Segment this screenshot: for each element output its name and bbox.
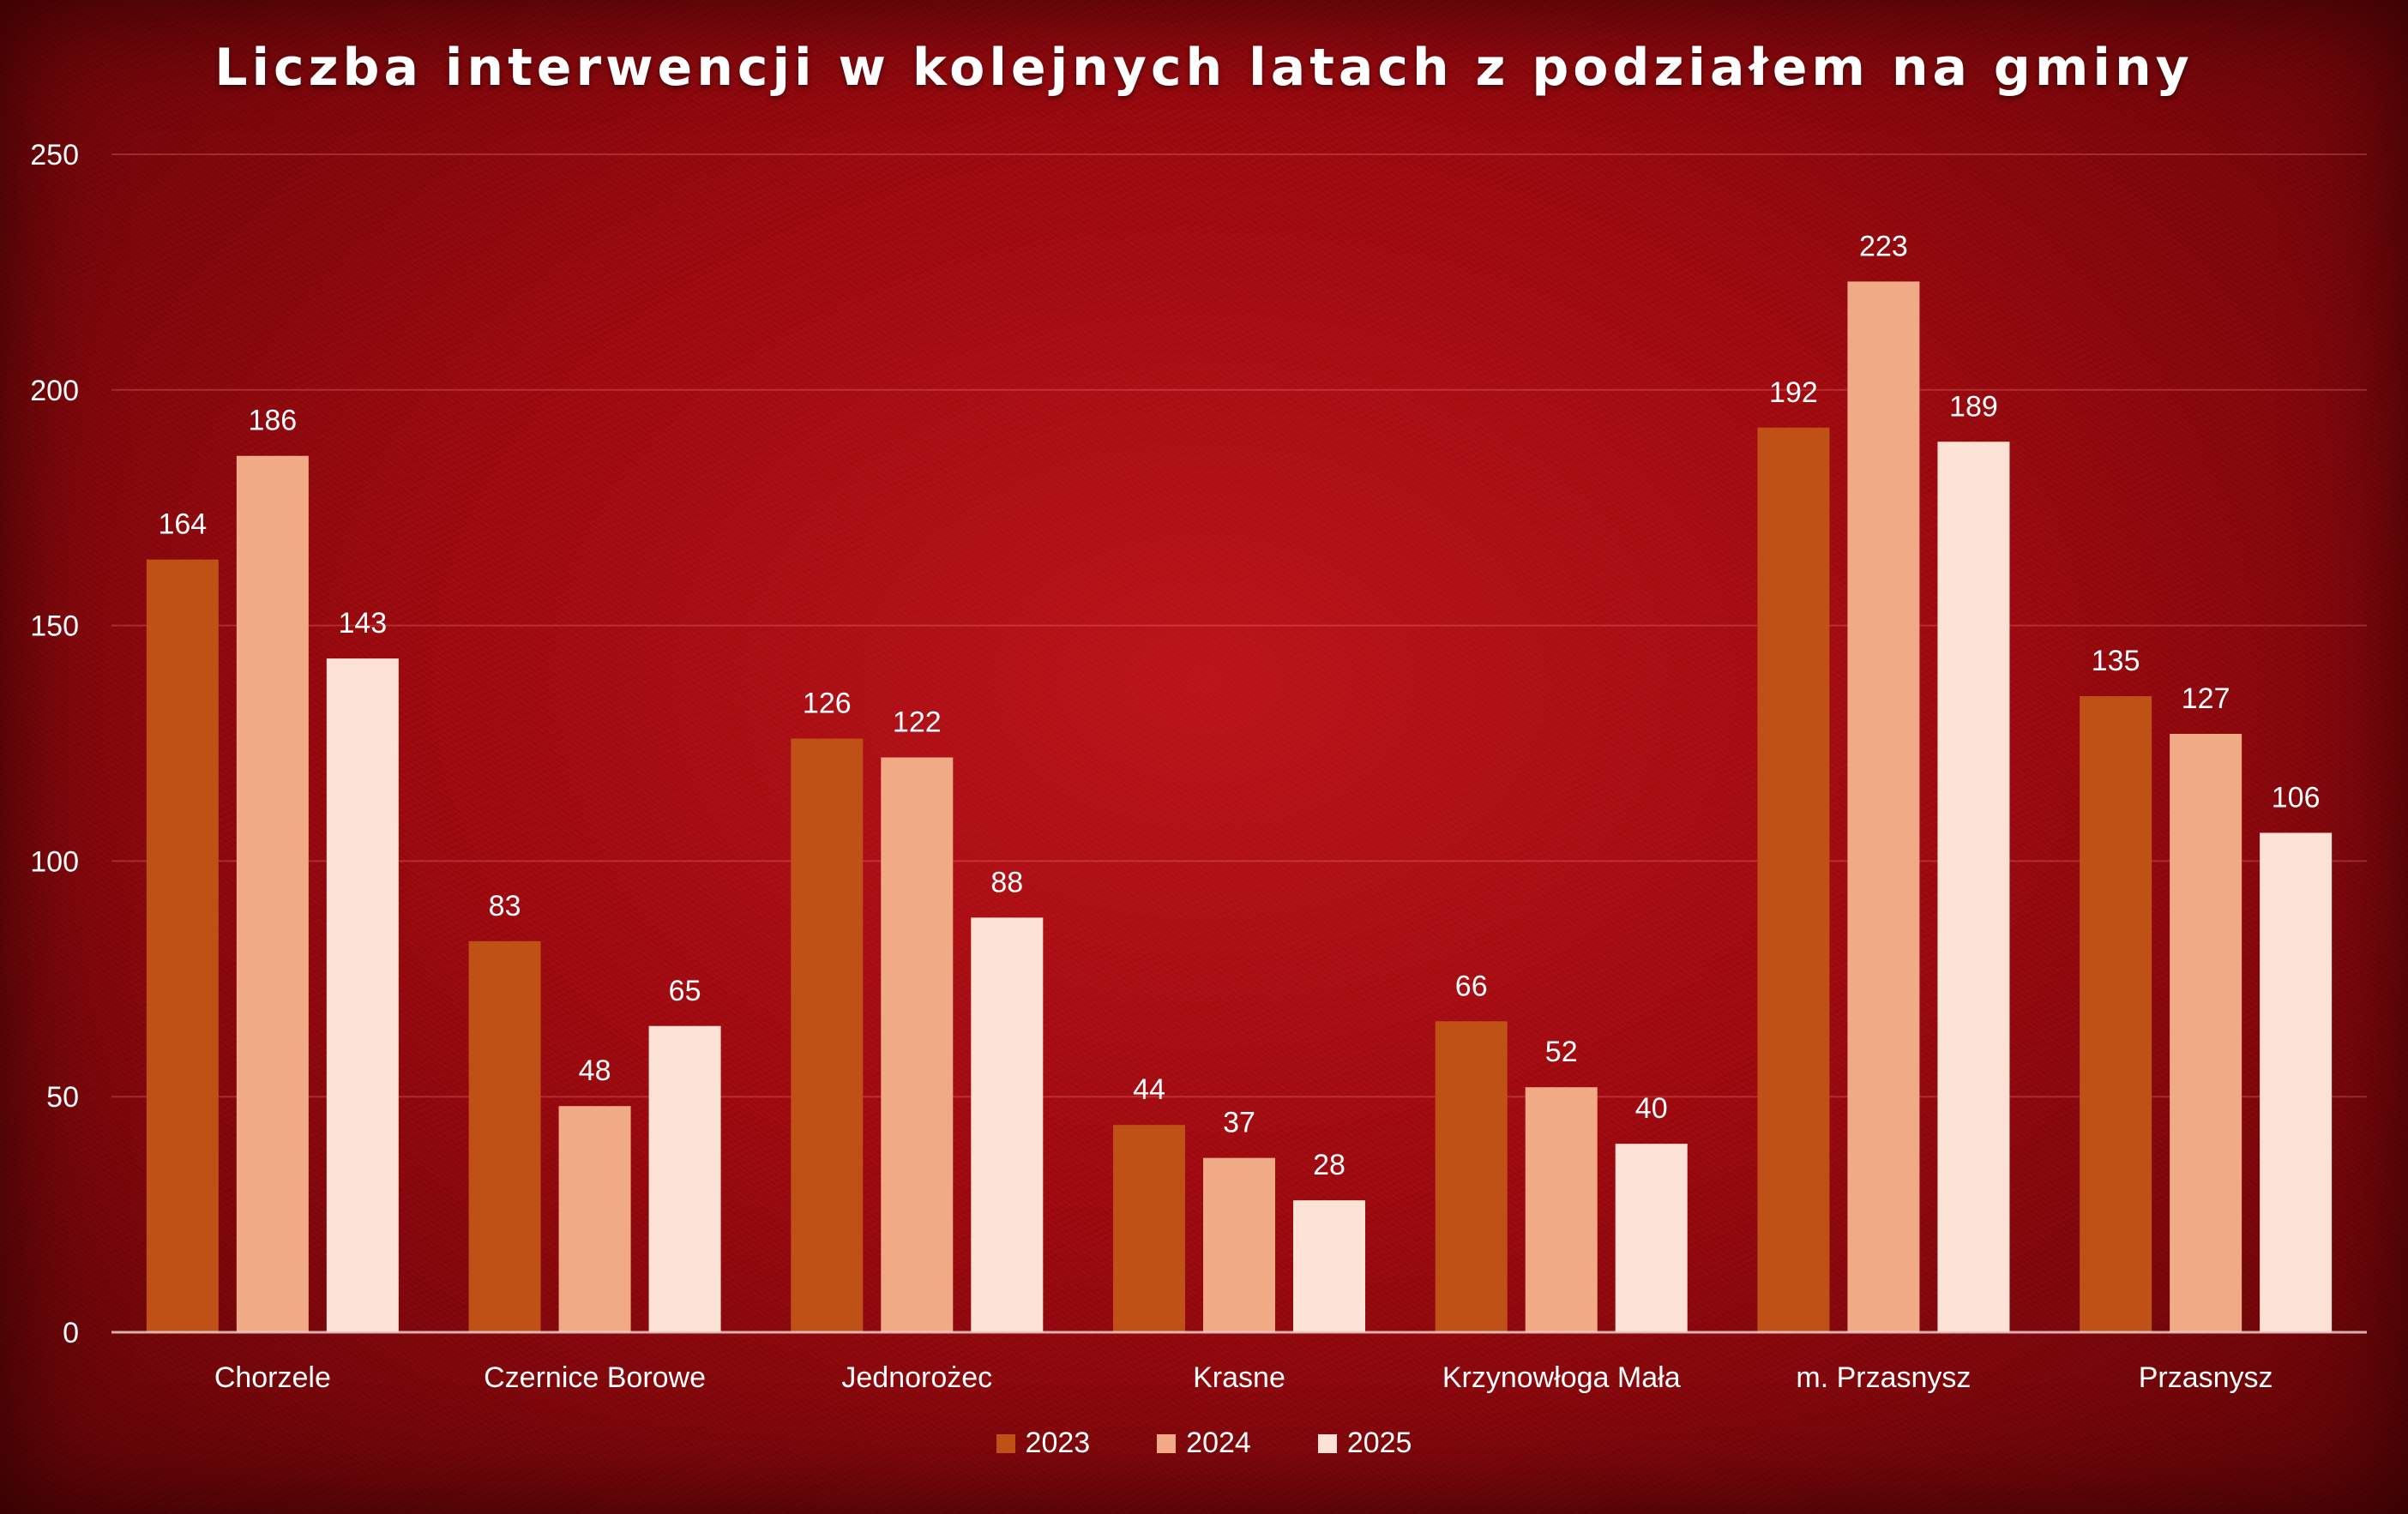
legend: 2023 2024 2025 [0, 1427, 2408, 1460]
bar-2023 [146, 559, 219, 1332]
bar-2024 [236, 455, 309, 1332]
x-tick-label: Chorzele [214, 1361, 331, 1394]
bar-2023 [791, 738, 864, 1332]
bar-2023 [468, 940, 541, 1332]
bar-2024 [2170, 734, 2242, 1332]
bar-2024 [1847, 281, 1920, 1333]
x-tick-label: Przasnysz [2139, 1361, 2273, 1394]
data-label: 44 [1133, 1073, 1165, 1106]
legend-label: 2024 [1186, 1427, 1251, 1459]
data-label: 127 [2182, 682, 2230, 715]
legend-label: 2025 [1346, 1427, 1412, 1459]
legend-item: 2024 [1157, 1427, 1251, 1460]
bar-2025 [326, 658, 399, 1332]
bar-2023 [1757, 427, 1830, 1332]
data-label: 143 [338, 607, 387, 640]
data-label: 37 [1223, 1107, 1255, 1139]
bar-2025 [1615, 1144, 1688, 1332]
x-tick-label: Jednorożec [841, 1361, 992, 1394]
data-label: 189 [1949, 390, 1998, 423]
y-tick-label: 250 [30, 139, 79, 171]
y-tick-label: 100 [30, 845, 79, 878]
x-tick-label: Czernice Borowe [484, 1361, 706, 1394]
data-label: 192 [1769, 376, 1818, 409]
bar-2025 [1293, 1200, 1365, 1332]
data-label: 40 [1635, 1092, 1668, 1125]
y-tick-label: 0 [63, 1317, 79, 1349]
x-tick-label: Krasne [1193, 1361, 1285, 1394]
data-label: 66 [1455, 970, 1488, 1002]
bar-2024 [1203, 1157, 1275, 1332]
data-label: 106 [2272, 781, 2321, 814]
legend-swatch [996, 1433, 1015, 1453]
legend-swatch [1317, 1433, 1337, 1453]
bar-2024 [558, 1106, 631, 1332]
bar-2025 [648, 1025, 721, 1332]
data-label: 164 [158, 508, 207, 541]
data-label: 83 [489, 890, 521, 922]
legend-label: 2023 [1025, 1427, 1091, 1459]
data-label: 126 [803, 688, 852, 720]
bar-2025 [2260, 832, 2333, 1332]
legend-swatch [1157, 1433, 1177, 1453]
data-label: 52 [1545, 1036, 1578, 1068]
bar-2023 [2080, 696, 2152, 1332]
legend-item: 2025 [1317, 1427, 1412, 1460]
y-tick-label: 150 [30, 610, 79, 643]
bar-2023 [1435, 1021, 1508, 1332]
data-label: 48 [579, 1054, 611, 1087]
data-label: 88 [990, 866, 1023, 898]
data-label: 186 [248, 405, 297, 437]
y-tick-label: 50 [46, 1081, 79, 1114]
legend-item: 2023 [996, 1427, 1091, 1460]
x-tick-label: Krzynowłoga Mała [1442, 1361, 1681, 1394]
y-tick-label: 200 [30, 375, 79, 407]
x-tick-label: m. Przasnysz [1796, 1361, 1971, 1394]
data-label: 28 [1313, 1149, 1345, 1181]
bar-2025 [1937, 442, 2010, 1332]
data-label: 122 [893, 706, 942, 738]
chart-title: Liczba interwencji w kolejnych latach z … [214, 38, 2194, 98]
bar-2023 [1113, 1125, 1185, 1332]
bar-2025 [971, 917, 1044, 1332]
data-label: 135 [2092, 645, 2140, 677]
data-label: 65 [669, 975, 701, 1007]
bar-2024 [1525, 1087, 1598, 1332]
bar-2024 [881, 757, 954, 1332]
data-label: 223 [1859, 230, 1908, 262]
